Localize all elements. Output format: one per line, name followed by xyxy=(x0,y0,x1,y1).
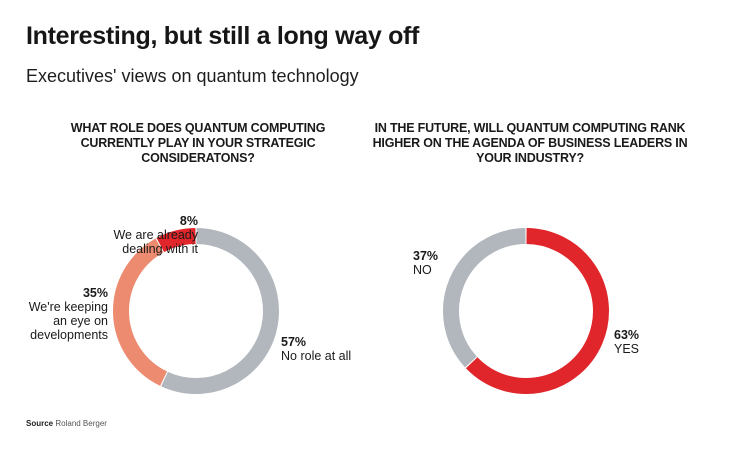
label-pct: 8% xyxy=(179,214,198,228)
chart-subtitle: Executives' views on quantum technology xyxy=(26,66,359,86)
label-pct: 37% xyxy=(413,249,439,263)
label-pct: 35% xyxy=(82,286,108,300)
left-chart-question: WHAT ROLE DOES QUANTUM COMPUTING CURRENT… xyxy=(70,121,326,165)
source-label: Source xyxy=(26,419,54,428)
label-no-role: 57% No role at all xyxy=(281,335,351,363)
label-text: YES xyxy=(614,342,640,356)
label-text: We're keeping xyxy=(28,300,108,314)
left-donut xyxy=(113,228,279,394)
label-text: No role at all xyxy=(281,349,352,363)
label-text: an eye on xyxy=(53,314,108,328)
label-already-dealing: 8% We are already dealing with it xyxy=(113,214,198,256)
label-text: dealing with it xyxy=(122,242,198,256)
donut-slice-we-are-already-dealing-with-it xyxy=(156,228,196,253)
label-text: We are already xyxy=(113,228,198,242)
label-no: 37% NO xyxy=(413,249,438,277)
label-yes: 63% YES xyxy=(614,328,639,356)
source-value: Roland Berger xyxy=(55,419,107,428)
label-text: developments xyxy=(30,328,108,342)
donut-slice-yes xyxy=(465,228,609,394)
right-donut xyxy=(443,228,609,394)
label-text: NO xyxy=(413,263,432,277)
chart-title: Interesting, but still a long way off xyxy=(26,22,420,50)
source-note: Source Roland Berger xyxy=(26,419,107,428)
donut-slice-no xyxy=(443,228,526,368)
label-pct: 63% xyxy=(614,328,640,342)
label-pct: 57% xyxy=(281,335,307,349)
donut-slice-we-re-keeping-an-eye-on-developments xyxy=(113,238,168,386)
donut-slice-no-role-at-all xyxy=(161,228,279,394)
right-chart-question: IN THE FUTURE, WILL QUANTUM COMPUTING RA… xyxy=(372,121,688,165)
label-keeping-eye: 35% We're keeping an eye on developments xyxy=(29,286,108,342)
